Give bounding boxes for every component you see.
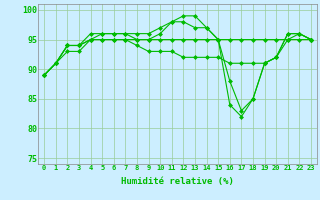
X-axis label: Humidité relative (%): Humidité relative (%) [121, 177, 234, 186]
